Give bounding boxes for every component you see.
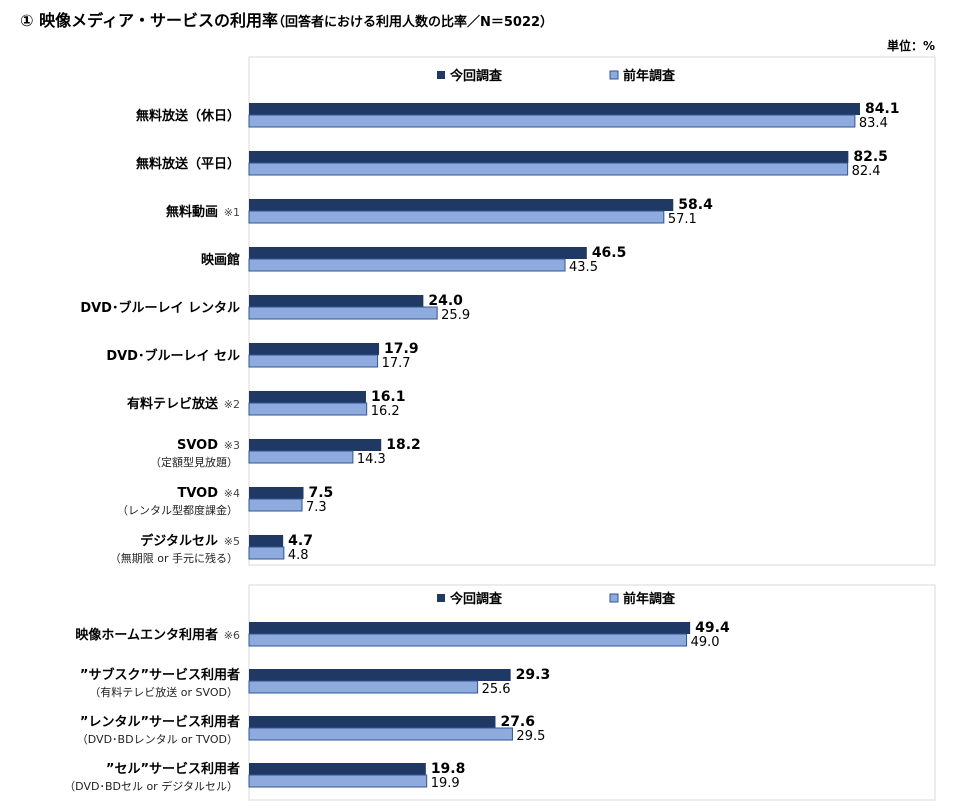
bar-previous	[248, 727, 513, 741]
category-label: デジタルセル	[140, 533, 218, 549]
category-label: 有料テレビ放送	[127, 396, 219, 412]
data-label-current: 84.1	[865, 101, 900, 117]
data-label-current: 24.0	[428, 293, 463, 309]
data-label-current: 18.2	[386, 437, 421, 453]
data-label-previous: 17.7	[382, 356, 411, 371]
category-label: 映画館	[201, 252, 240, 268]
bar-current	[249, 343, 380, 355]
legend-swatch-current	[437, 594, 445, 602]
bar-previous	[248, 498, 303, 512]
category-label: ”セル”サービス利用者	[106, 761, 240, 777]
bar-current	[249, 151, 849, 163]
bar-previous	[248, 306, 438, 320]
bar-current	[249, 622, 691, 634]
category-label: DVD･ブルーレイ セル	[106, 348, 240, 364]
data-label-previous: 82.4	[852, 164, 881, 179]
data-label-previous: 4.8	[288, 548, 309, 563]
category-sublabel: （レンタル型都度課金）	[117, 503, 238, 517]
legend-swatch-current	[437, 71, 445, 79]
category-note: ※1	[224, 206, 240, 219]
bar-current	[249, 247, 587, 259]
legend-label-previous: 前年調査	[623, 68, 676, 84]
bar-current	[249, 295, 424, 307]
data-label-current: 4.7	[288, 533, 313, 549]
data-label-previous: 25.6	[482, 682, 511, 697]
chart-title: ① 映像メディア・サービスの利用率	[20, 11, 278, 30]
data-label-previous: 83.4	[859, 116, 888, 131]
category-sublabel: （DVD･BDセル or デジタルセル）	[64, 779, 238, 793]
category-label: SVOD	[177, 438, 218, 453]
bar-previous	[248, 633, 688, 647]
data-label-current: 49.4	[695, 620, 730, 636]
category-note: ※3	[224, 439, 240, 452]
bar-previous	[248, 210, 665, 224]
category-label: 無料動画	[166, 204, 218, 220]
bar-current	[249, 487, 304, 499]
category-sublabel: （有料テレビ放送 or SVOD）	[89, 685, 238, 699]
bar-previous	[248, 402, 368, 416]
category-note: ※2	[224, 398, 240, 411]
data-label-previous: 7.3	[306, 500, 327, 515]
bar-previous	[248, 258, 566, 272]
data-label-previous: 29.5	[516, 729, 545, 744]
bar-previous	[248, 162, 849, 176]
data-label-previous: 14.3	[357, 452, 386, 467]
bar-previous	[248, 680, 479, 694]
data-label-previous: 49.0	[691, 635, 720, 650]
bar-current	[249, 716, 496, 728]
category-label: ”サブスク”サービス利用者	[80, 667, 240, 683]
category-note: ※4	[224, 487, 240, 500]
bar-current	[249, 103, 860, 115]
bar-current	[249, 535, 284, 547]
data-label-current: 16.1	[371, 389, 406, 405]
data-label-previous: 16.2	[371, 404, 400, 419]
legend-swatch-previous	[609, 70, 619, 80]
category-note: ※5	[224, 535, 240, 548]
bar-current	[249, 669, 511, 681]
category-label: 無料放送（休日）	[136, 108, 240, 124]
bar-current	[249, 391, 366, 403]
category-sublabel: （DVD･BDレンタル or TVOD）	[77, 733, 238, 746]
category-label: 無料放送（平日）	[136, 156, 240, 172]
data-label-current: 19.8	[431, 761, 466, 777]
bar-previous	[248, 450, 354, 464]
data-label-current: 7.5	[308, 485, 333, 501]
category-label: 映像ホームエンタ利用者	[75, 627, 218, 643]
data-label-current: 29.3	[516, 667, 551, 683]
category-label: TVOD	[177, 486, 218, 501]
legend-label-current: 今回調査	[449, 68, 503, 84]
data-label-current: 82.5	[853, 149, 888, 165]
bar-previous	[248, 354, 379, 368]
bar-previous	[248, 546, 285, 560]
bar-current	[249, 199, 674, 211]
bar-current	[249, 763, 426, 775]
bar-current	[249, 439, 382, 451]
legend-label-current: 今回調査	[449, 591, 503, 607]
data-label-current: 17.9	[384, 341, 419, 357]
data-label-previous: 19.9	[431, 776, 460, 791]
data-label-previous: 25.9	[441, 308, 470, 323]
chart-subtitle: （回答者における利用人数の比率／N＝5022）	[272, 14, 553, 30]
data-label-previous: 57.1	[668, 212, 697, 227]
category-label: ”レンタル”サービス利用者	[80, 714, 240, 730]
data-label-current: 46.5	[592, 245, 627, 261]
category-sublabel: （無期限 or 手元に残る）	[110, 551, 238, 565]
unit-label: 単位：%	[887, 38, 935, 53]
bar-previous	[248, 774, 428, 788]
category-label: DVD･ブルーレイ レンタル	[80, 300, 240, 316]
legend-label-previous: 前年調査	[623, 591, 676, 607]
data-label-current: 27.6	[500, 714, 535, 730]
data-label-current: 58.4	[678, 197, 713, 213]
category-sublabel: （定額型見放題）	[150, 455, 238, 469]
category-note: ※6	[224, 629, 240, 642]
data-label-previous: 43.5	[569, 260, 598, 275]
legend-swatch-previous	[609, 593, 619, 603]
bar-previous	[248, 114, 856, 128]
